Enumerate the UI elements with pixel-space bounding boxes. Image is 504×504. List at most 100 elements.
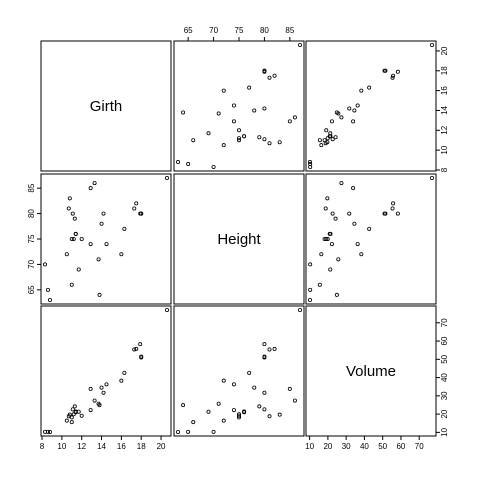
- point-girth-vs-height-20: [181, 110, 186, 115]
- points-layer: [43, 43, 434, 434]
- point-volume-vs-girth-2: [45, 429, 50, 434]
- point-height-vs-girth-16: [88, 242, 93, 247]
- point-girth-vs-volume-31: [429, 43, 434, 48]
- point-volume-vs-girth-14: [76, 409, 81, 414]
- point-girth-vs-height-3: [175, 160, 180, 165]
- x-tick-label-volume-20: 20: [323, 442, 332, 451]
- point-height-vs-volume-28: [395, 211, 400, 216]
- point-girth-vs-volume-4: [319, 143, 324, 148]
- point-girth-vs-volume-30: [382, 68, 387, 73]
- y-tick-label-height-80: 80: [27, 209, 36, 218]
- point-volume-vs-height-18: [292, 398, 297, 403]
- point-volume-vs-girth-15: [79, 413, 84, 418]
- x-tick-label-height-65: 65: [184, 26, 193, 35]
- point-height-vs-volume-4: [319, 252, 324, 257]
- point-girth-vs-height-27: [272, 73, 277, 78]
- point-girth-vs-height-22: [262, 106, 267, 111]
- y-tick-label-girth-20: 20: [440, 46, 449, 55]
- point-volume-vs-height-28: [262, 342, 267, 347]
- point-girth-vs-height-2: [186, 162, 191, 167]
- point-girth-vs-volume-3: [307, 160, 312, 165]
- point-height-vs-girth-13: [73, 231, 78, 236]
- point-volume-vs-girth-30: [139, 355, 144, 360]
- point-volume-vs-height-1: [211, 429, 216, 434]
- y-tick-label-girth-8: 8: [440, 167, 449, 172]
- point-volume-vs-height-17: [287, 386, 292, 391]
- x-tick-label-volume-10: 10: [305, 442, 314, 451]
- point-volume-vs-girth-16: [88, 408, 93, 413]
- y-tick-label-height-75: 75: [27, 234, 36, 243]
- point-volume-vs-height-25: [247, 370, 252, 375]
- point-height-vs-girth-21: [99, 221, 104, 226]
- point-height-vs-volume-2: [308, 287, 313, 292]
- point-volume-vs-girth-3: [47, 429, 52, 434]
- point-height-vs-girth-11: [72, 216, 77, 221]
- point-girth-vs-height-14: [206, 131, 211, 136]
- axes-layer: 8 10 12 14 16 18 20 65 70 75 80 85 10 20 30 40 50 60 70 8 10…: [27, 26, 449, 451]
- x-tick-label-girth-20: 20: [157, 442, 166, 451]
- point-girth-vs-volume-6: [325, 140, 330, 145]
- point-height-vs-volume-20: [334, 292, 339, 297]
- y-tick-label-volume-10: 10: [440, 427, 449, 436]
- point-height-vs-girth-20: [97, 292, 102, 297]
- point-girth-vs-volume-14: [328, 131, 333, 136]
- y-tick-label-girth-16: 16: [440, 86, 449, 95]
- point-girth-vs-volume-25: [367, 85, 372, 90]
- point-volume-vs-girth-8: [69, 415, 74, 420]
- point-girth-vs-volume-26: [390, 75, 395, 80]
- point-girth-vs-height-21: [252, 108, 257, 113]
- point-height-vs-volume-14: [328, 267, 333, 272]
- point-height-vs-volume-6: [325, 196, 330, 201]
- point-volume-vs-girth-21: [99, 385, 104, 390]
- panel-girth-vs-height: [173, 40, 305, 172]
- y-tick-label-volume-30: 30: [440, 391, 449, 400]
- panel-height-vs-girth: [40, 173, 172, 305]
- point-height-vs-volume-3: [307, 297, 312, 302]
- point-height-vs-volume-24: [359, 252, 364, 257]
- point-height-vs-girth-18: [92, 181, 97, 186]
- point-girth-vs-height-4: [221, 143, 226, 148]
- point-volume-vs-height-7: [191, 420, 196, 425]
- point-volume-vs-girth-20: [97, 403, 102, 408]
- point-volume-vs-height-27: [272, 346, 277, 351]
- y-tick-label-height-85: 85: [27, 183, 36, 192]
- point-volume-vs-height-9: [262, 407, 267, 412]
- point-girth-vs-volume-24: [359, 88, 364, 93]
- point-volume-vs-girth-24: [119, 378, 124, 383]
- y-tick-label-height-70: 70: [27, 259, 36, 268]
- point-girth-vs-volume-10: [325, 136, 330, 141]
- point-volume-vs-height-16: [231, 408, 236, 413]
- y-tick-label-volume-60: 60: [440, 336, 449, 345]
- point-girth-vs-height-24: [221, 88, 226, 93]
- point-height-vs-girth-19: [96, 257, 101, 262]
- point-height-vs-girth-5: [66, 206, 71, 211]
- point-volume-vs-height-11: [257, 404, 262, 409]
- x-tick-label-volume-30: 30: [342, 442, 351, 451]
- point-volume-vs-girth-10: [71, 412, 76, 417]
- x-tick-label-girth-8: 8: [40, 442, 45, 451]
- y-tick-label-volume-20: 20: [440, 409, 449, 418]
- panel-volume-vs-volume: [305, 305, 437, 437]
- point-volume-vs-height-13: [242, 409, 247, 414]
- point-girth-vs-height-13: [242, 134, 247, 139]
- point-volume-vs-girth-18: [92, 398, 97, 403]
- point-height-vs-girth-7: [69, 282, 74, 287]
- x-tick-label-girth-18: 18: [137, 442, 146, 451]
- point-girth-vs-height-8: [236, 138, 241, 143]
- point-girth-vs-height-10: [236, 136, 241, 141]
- point-height-vs-girth-22: [101, 211, 106, 216]
- point-height-vs-volume-13: [328, 231, 333, 236]
- point-height-vs-girth-1: [43, 262, 48, 267]
- point-height-vs-volume-9: [330, 211, 335, 216]
- panel-volume-vs-height: [173, 305, 305, 437]
- x-tick-label-height-80: 80: [260, 26, 269, 35]
- point-girth-vs-height-5: [267, 141, 272, 146]
- point-volume-vs-height-20: [181, 403, 186, 408]
- x-tick-label-girth-16: 16: [117, 442, 126, 451]
- y-tick-label-girth-18: 18: [440, 66, 449, 75]
- point-girth-vs-volume-11: [333, 135, 338, 140]
- point-volume-vs-girth-17: [88, 386, 93, 391]
- point-height-vs-girth-25: [122, 226, 127, 231]
- y-tick-label-girth-12: 12: [440, 125, 449, 134]
